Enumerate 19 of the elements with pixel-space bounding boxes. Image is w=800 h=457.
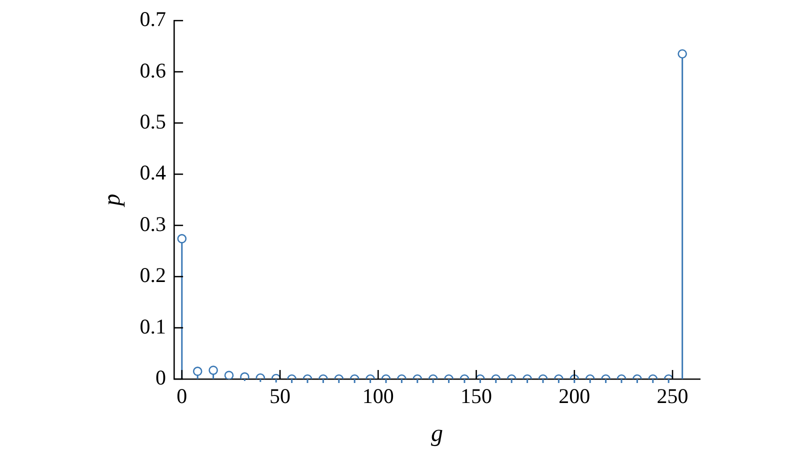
y-tick-label: 0.3 (140, 212, 166, 236)
y-tick-label: 0.4 (140, 160, 167, 185)
point (240, 372, 250, 379)
x-tick-label: 200 (558, 384, 590, 408)
point (678, 49, 687, 59)
y-tick-label: 0.7 (140, 7, 166, 32)
y-tick-label: 0.2 (140, 263, 166, 288)
x-tick-label: 250 (656, 384, 688, 408)
x-tick-label: 150 (460, 384, 492, 408)
x-axis-title: g (431, 420, 444, 447)
y-tick-label: 0.1 (140, 314, 166, 338)
x-tick-label: 0 (176, 384, 188, 408)
y-tick-label: 0 (156, 366, 166, 390)
x-tick-label: 50 (270, 384, 291, 408)
y-tick-label: 0.6 (140, 58, 166, 82)
y-axis-title: p (100, 194, 126, 208)
point (177, 234, 187, 244)
x-tick-label: 100 (362, 384, 394, 408)
y-tick-label: 0.5 (140, 110, 166, 134)
